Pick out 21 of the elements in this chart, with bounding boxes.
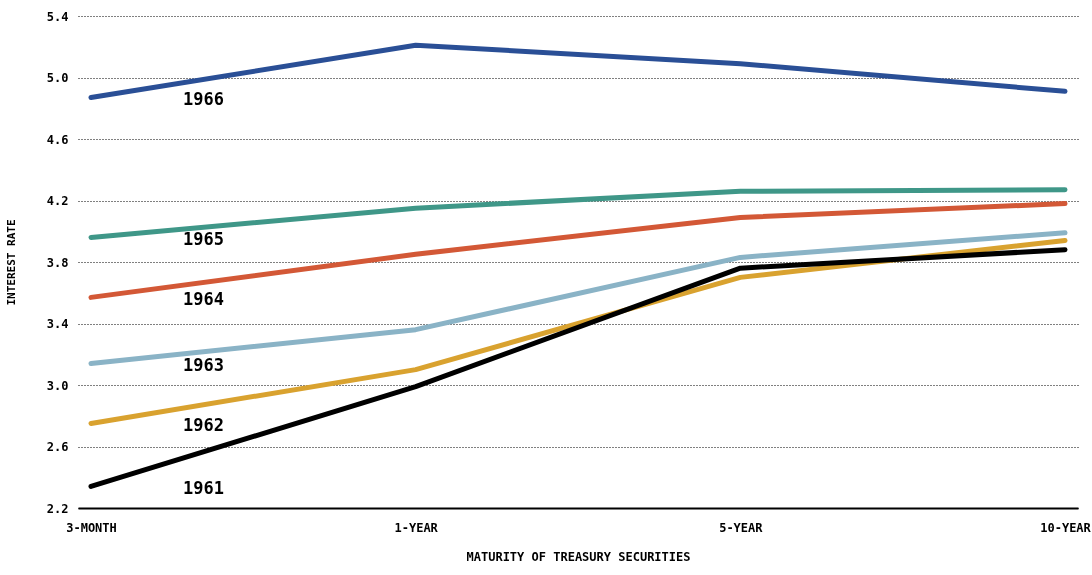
y-tick-label: 2.6: [46, 440, 69, 454]
y-axis-title: INTEREST RATE: [4, 219, 18, 306]
x-axis-title: MATURITY OF TREASURY SECURITIES: [466, 549, 691, 564]
series-label: 1965: [182, 229, 224, 250]
y-tick-label: 3.0: [46, 378, 69, 393]
x-tick-label: 5-YEAR: [719, 520, 764, 535]
x-tick-label: 3-MONTH: [66, 520, 117, 535]
series-label: 1962: [182, 415, 224, 436]
y-tick-label: 5.4: [46, 9, 69, 24]
series-label: 1961: [182, 478, 224, 499]
y-tick-label: 2.2: [46, 501, 69, 516]
series-label: 1963: [182, 355, 224, 376]
y-tick-label: 3.8: [46, 255, 69, 270]
y-tick-label: 3.4: [46, 317, 69, 331]
x-tick-label: 10-YEAR: [1040, 520, 1092, 535]
series-label: 1966: [182, 89, 224, 110]
y-tick-label: 4.6: [46, 132, 69, 147]
y-tick-label: 4.2: [46, 194, 69, 208]
x-tick-label: 1-YEAR: [394, 520, 439, 535]
y-tick-label: 5.0: [46, 71, 69, 85]
series-label: 1964: [182, 289, 224, 310]
